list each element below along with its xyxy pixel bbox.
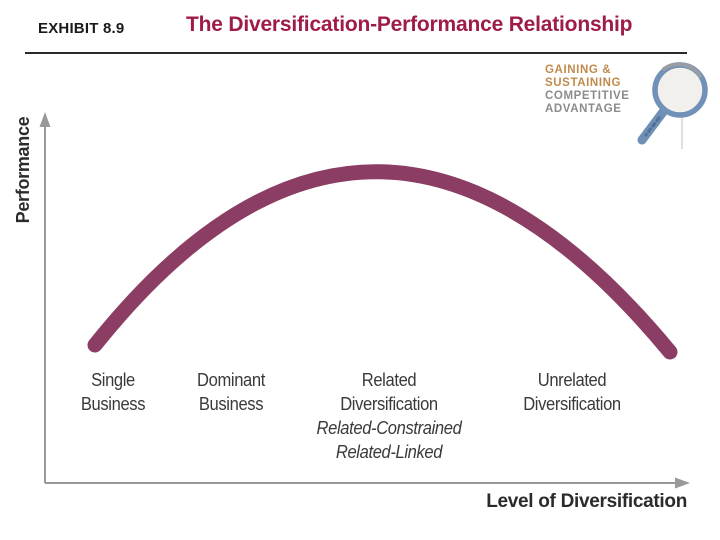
magnifying-glass-icon — [637, 62, 708, 149]
category-label-line: Diversification — [523, 394, 621, 414]
category-sublabel-related-constrained: Related-Constrained — [316, 418, 462, 438]
category-label-line: Dominant — [197, 370, 265, 390]
x-axis-label: Level of Diversification — [486, 491, 687, 512]
category-label-line: Business — [198, 394, 264, 414]
category-related-diversification: Related Diversification Related-Constrai… — [317, 368, 462, 464]
category-label-line: Diversification — [340, 394, 438, 414]
x-axis-arrow-icon — [675, 477, 690, 489]
exhibit-label: EXHIBIT 8.9 — [38, 20, 125, 37]
y-axis-label: Performance — [13, 116, 33, 224]
logo-line-1: GAINING & — [545, 64, 612, 76]
logo-line-4: ADVANTAGE — [545, 103, 622, 115]
category-label-line: Unrelated — [537, 370, 607, 390]
y-axis-arrow-icon — [39, 112, 51, 127]
logo-line-3: COMPETITIVE — [545, 90, 630, 102]
category-label-line: Business — [80, 394, 146, 414]
category-label-line: Related — [361, 370, 417, 390]
category-single-business: Single Business — [80, 368, 146, 416]
category-sublabel-related-linked: Related-Linked — [335, 442, 443, 462]
category-unrelated-diversification: Unrelated Diversification — [523, 368, 621, 416]
header-divider — [25, 52, 687, 54]
page-title: The Diversification-Performance Relation… — [186, 13, 633, 36]
logo-line-2: SUSTAINING — [545, 77, 622, 89]
book-logo: GAINING & SUSTAINING COMPETITIVE ADVANTA… — [545, 64, 630, 116]
category-dominant-business: Dominant Business — [197, 368, 265, 416]
performance-curve — [87, 164, 678, 360]
category-label-line: Single — [91, 370, 135, 390]
